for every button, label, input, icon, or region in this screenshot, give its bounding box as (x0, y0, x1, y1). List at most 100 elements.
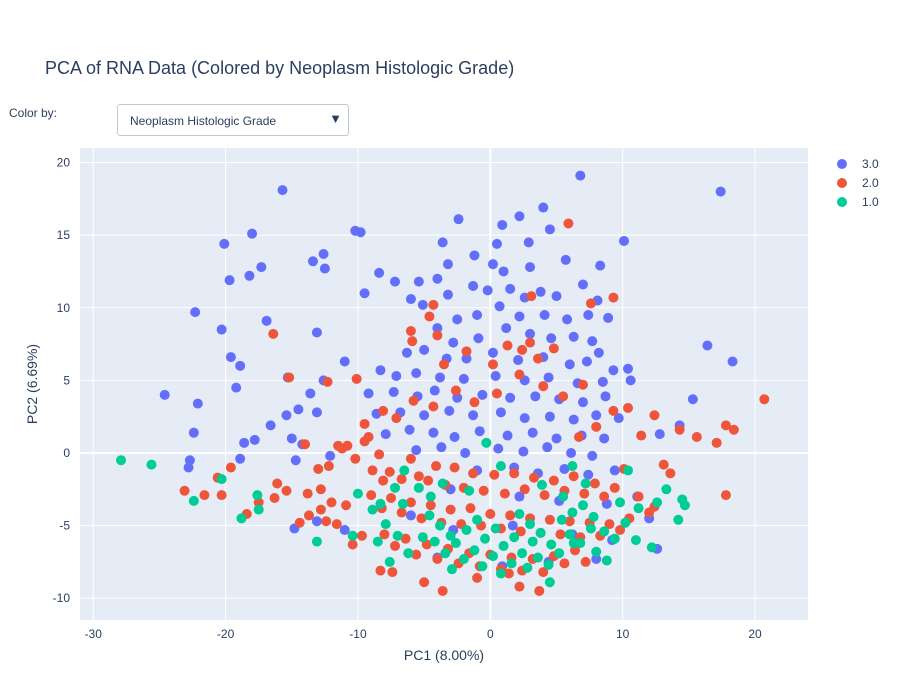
data-point (199, 490, 210, 501)
data-point (468, 280, 479, 291)
legend: 3.0 2.0 1.0 (837, 157, 879, 209)
data-point (239, 437, 250, 448)
data-point (355, 227, 366, 238)
data-point (378, 405, 389, 416)
data-point (339, 356, 350, 367)
data-point (449, 462, 460, 473)
data-point (225, 462, 236, 473)
legend-marker[interactable] (837, 197, 847, 207)
data-point (405, 325, 416, 336)
data-point (490, 371, 501, 382)
legend-label[interactable]: 3.0 (862, 157, 879, 171)
data-point (390, 540, 401, 551)
data-point (568, 331, 579, 342)
data-point (116, 455, 127, 466)
legend-marker[interactable] (837, 159, 847, 169)
data-point (564, 529, 575, 540)
data-point (437, 585, 448, 596)
data-point (428, 299, 439, 310)
data-point (224, 275, 235, 286)
data-point (589, 478, 600, 489)
data-point (615, 524, 626, 535)
data-point (445, 504, 456, 515)
data-point (599, 433, 610, 444)
data-point (543, 372, 554, 383)
x-tick-label: -30 (85, 627, 103, 641)
data-point (514, 491, 525, 502)
data-point (461, 524, 472, 535)
data-point (252, 490, 263, 501)
data-point (527, 536, 538, 547)
data-point (519, 413, 530, 424)
data-point (411, 368, 422, 379)
data-point (502, 340, 513, 351)
data-point (390, 482, 401, 493)
data-point (530, 391, 541, 402)
data-point (405, 510, 416, 521)
data-point (428, 401, 439, 412)
data-point (458, 373, 469, 384)
data-point (593, 347, 604, 358)
data-point (495, 407, 506, 418)
data-point (269, 493, 280, 504)
data-point (458, 554, 469, 565)
data-point (525, 337, 536, 348)
data-point (544, 224, 555, 235)
data-point (525, 519, 536, 530)
x-tick-label: -20 (217, 627, 235, 641)
data-point (495, 568, 506, 579)
data-point (544, 577, 555, 588)
data-point (277, 185, 288, 196)
data-point (575, 170, 586, 181)
data-point (529, 472, 540, 483)
color-by-selected-value: Neoplasm Histologic Grade (130, 114, 277, 128)
data-point (294, 517, 305, 528)
data-point (432, 273, 443, 284)
data-point (588, 511, 599, 522)
data-point (559, 463, 570, 474)
data-point (268, 328, 279, 339)
data-point (293, 404, 304, 415)
legend-label[interactable]: 1.0 (862, 195, 879, 209)
data-point (646, 542, 657, 553)
data-point (759, 394, 770, 405)
data-point (499, 488, 510, 499)
x-tick-label: 20 (748, 627, 762, 641)
data-point (281, 410, 292, 421)
data-point (505, 283, 516, 294)
data-point (216, 474, 227, 485)
data-point (374, 267, 385, 278)
data-point (261, 315, 272, 326)
data-point (517, 344, 528, 355)
data-point (347, 530, 358, 541)
data-point (419, 577, 430, 588)
data-point (473, 333, 484, 344)
data-points (116, 170, 770, 596)
data-point (548, 343, 559, 354)
color-by-dropdown[interactable]: Neoplasm Histologic Grade ▼ (117, 104, 349, 136)
data-point (391, 413, 402, 424)
data-point (401, 347, 412, 358)
data-point (444, 405, 455, 416)
data-point (390, 276, 401, 287)
data-point (485, 508, 496, 519)
data-point (622, 402, 633, 413)
data-point (501, 323, 512, 334)
data-point (437, 478, 448, 489)
data-point (523, 237, 534, 248)
data-point (146, 459, 157, 470)
data-point (603, 312, 614, 323)
data-point (284, 372, 295, 383)
legend-marker[interactable] (837, 178, 847, 188)
data-point (472, 310, 483, 321)
data-point (216, 490, 227, 501)
data-point (505, 392, 516, 403)
data-point (359, 418, 370, 429)
data-point (609, 482, 620, 493)
legend-label[interactable]: 2.0 (862, 176, 879, 190)
data-point (539, 490, 550, 501)
data-point (450, 385, 461, 396)
data-point (577, 279, 588, 290)
y-tick-label: 15 (57, 228, 71, 242)
data-point (311, 327, 322, 338)
